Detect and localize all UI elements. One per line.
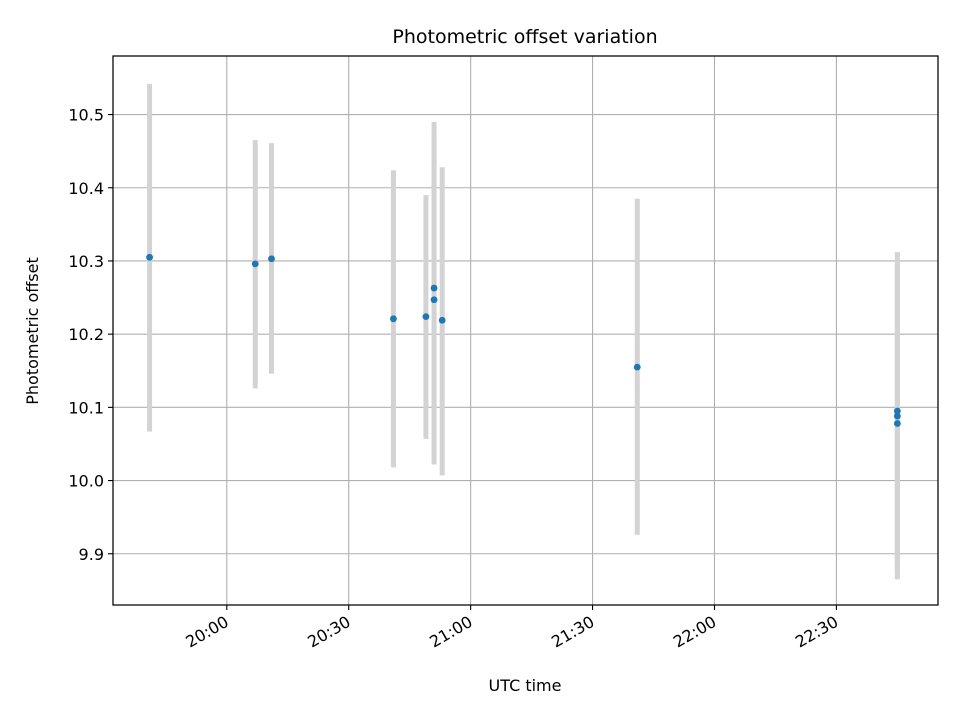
y-tick-label: 10.5 xyxy=(68,106,104,125)
data-point xyxy=(251,260,259,268)
data-point xyxy=(422,313,430,320)
y-tick-label: 10.3 xyxy=(68,252,104,271)
plot-area-frame xyxy=(112,55,939,606)
data-point xyxy=(633,363,641,371)
y-tick-label: 10.2 xyxy=(68,325,104,344)
data-point xyxy=(390,315,397,323)
data-point xyxy=(430,296,438,304)
data-point xyxy=(268,255,275,263)
y-tick-label: 9.9 xyxy=(79,545,104,564)
grid xyxy=(113,56,938,605)
x-axis-label: UTC time xyxy=(489,676,562,695)
data-point xyxy=(893,412,901,420)
data-point xyxy=(893,407,901,415)
y-axis-ticks: 9.9 10.0 10.1 10.2 10.3 10.4 10.5 xyxy=(68,106,113,564)
y-tick-label: 10.1 xyxy=(68,398,104,417)
data-point xyxy=(146,253,153,261)
chart-title: Photometric offset variation xyxy=(392,26,657,48)
data-point xyxy=(430,284,438,292)
data-point xyxy=(438,316,446,324)
y-tick-label: 10.0 xyxy=(68,472,104,491)
y-tick-label: 10.4 xyxy=(68,179,104,198)
data-points xyxy=(146,253,901,427)
data-point xyxy=(893,420,901,427)
y-axis-label: Photometric offset xyxy=(23,257,42,405)
